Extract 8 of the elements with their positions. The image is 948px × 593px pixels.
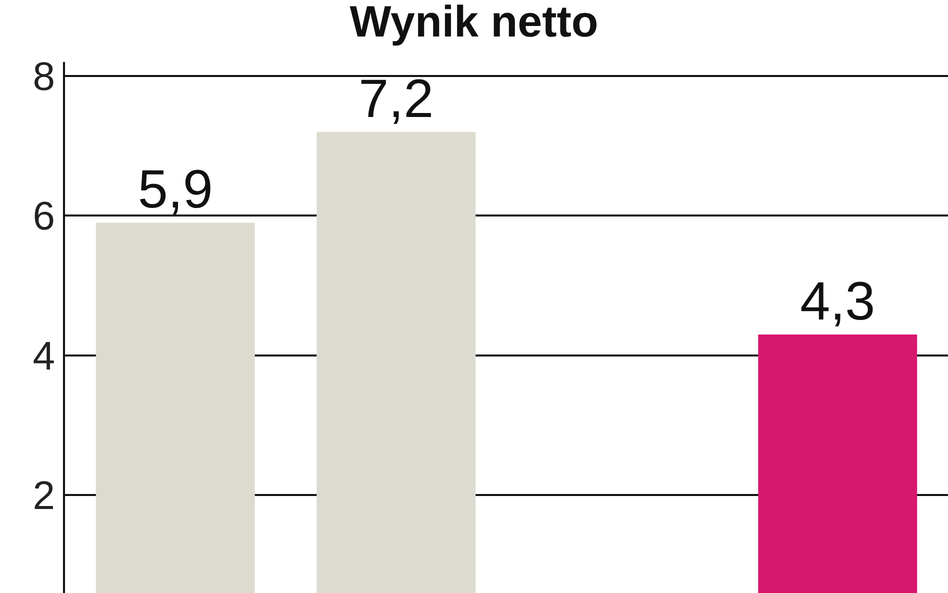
- y-tick-label: 2: [32, 474, 55, 518]
- chart-title: Wynik netto: [350, 0, 598, 47]
- y-tick-label: 8: [32, 54, 55, 99]
- data-label: 7,2: [358, 68, 434, 129]
- y-tick-label: 6: [32, 194, 55, 239]
- data-label: 5,9: [138, 160, 213, 220]
- data-label: 4,3: [800, 271, 876, 332]
- y-tick-label: 4: [32, 334, 55, 378]
